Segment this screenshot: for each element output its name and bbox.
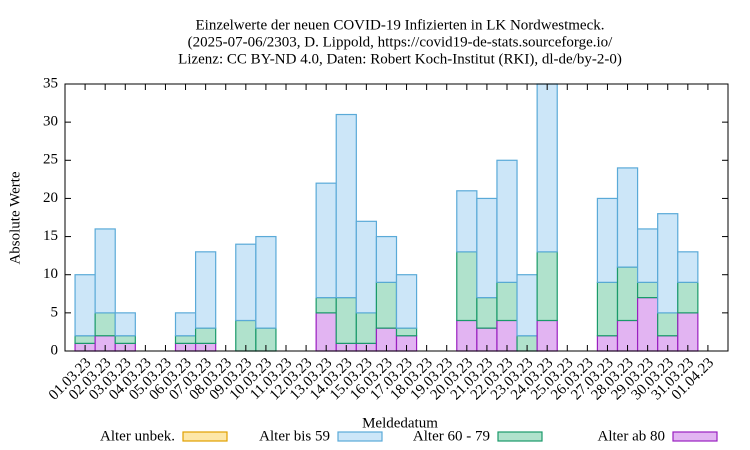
bar [596, 281, 619, 337]
plot-frame [64, 83, 729, 352]
legend-label: Alter bis 59 [259, 428, 330, 444]
bar [496, 281, 518, 322]
legend-swatch [182, 431, 228, 442]
bar [636, 281, 659, 299]
bar [194, 251, 217, 329]
y-tick-label: 15 [43, 228, 58, 244]
bar [335, 113, 357, 299]
x-axis-label: Meldedatum [362, 415, 438, 431]
bar [456, 251, 478, 322]
bar [355, 312, 378, 344]
bar [94, 228, 116, 314]
bar [496, 159, 518, 283]
y-tick-label: 5 [51, 304, 59, 320]
bar [677, 251, 699, 283]
legend-label: Alter unbek. [100, 428, 175, 444]
bar [174, 335, 197, 344]
bar [636, 297, 659, 352]
bar [114, 312, 136, 337]
bar [235, 243, 257, 322]
legend-swatch [672, 431, 718, 442]
chart-title: (2025-07-06/2303, D. Lippold, https://co… [188, 34, 613, 50]
bar [657, 213, 679, 314]
bar [174, 312, 197, 337]
y-axis-label: Absolute Werte [7, 171, 23, 264]
bar [255, 235, 277, 329]
bar [395, 327, 418, 337]
bar [536, 251, 558, 322]
bar [636, 228, 659, 283]
bar [74, 274, 96, 337]
legend-label: Alter ab 80 [598, 428, 665, 444]
bar [94, 312, 116, 337]
bar [315, 182, 337, 299]
y-tick-label: 35 [43, 75, 58, 91]
y-tick-label: 0 [51, 342, 59, 358]
bar [456, 190, 478, 253]
legend-swatch [497, 431, 543, 442]
bar [315, 297, 337, 314]
chart-title: Lizenz: CC BY-ND 4.0, Daten: Robert Koch… [178, 51, 622, 67]
bar [516, 274, 538, 337]
legend-label: Alter 60 - 79 [413, 428, 490, 444]
chart-title: Einzelwerte der neuen COVID-19 Infiziert… [195, 17, 604, 33]
bar [476, 297, 498, 329]
bar [536, 83, 558, 253]
bar [616, 266, 639, 322]
bar [194, 327, 217, 344]
bar [677, 281, 699, 314]
bar [355, 220, 378, 314]
bar [375, 281, 398, 329]
y-tick-label: 30 [43, 114, 58, 130]
bar [476, 197, 498, 299]
bar [114, 335, 136, 344]
bar [657, 312, 679, 337]
y-tick-label: 10 [43, 266, 58, 282]
y-tick-label: 25 [43, 152, 58, 168]
legend-swatch [337, 431, 383, 442]
bar [335, 297, 357, 344]
y-tick-label: 20 [43, 190, 58, 206]
bar [596, 197, 619, 283]
bar [395, 274, 418, 329]
bar [616, 167, 639, 268]
bar [74, 335, 96, 344]
bar [375, 235, 398, 283]
